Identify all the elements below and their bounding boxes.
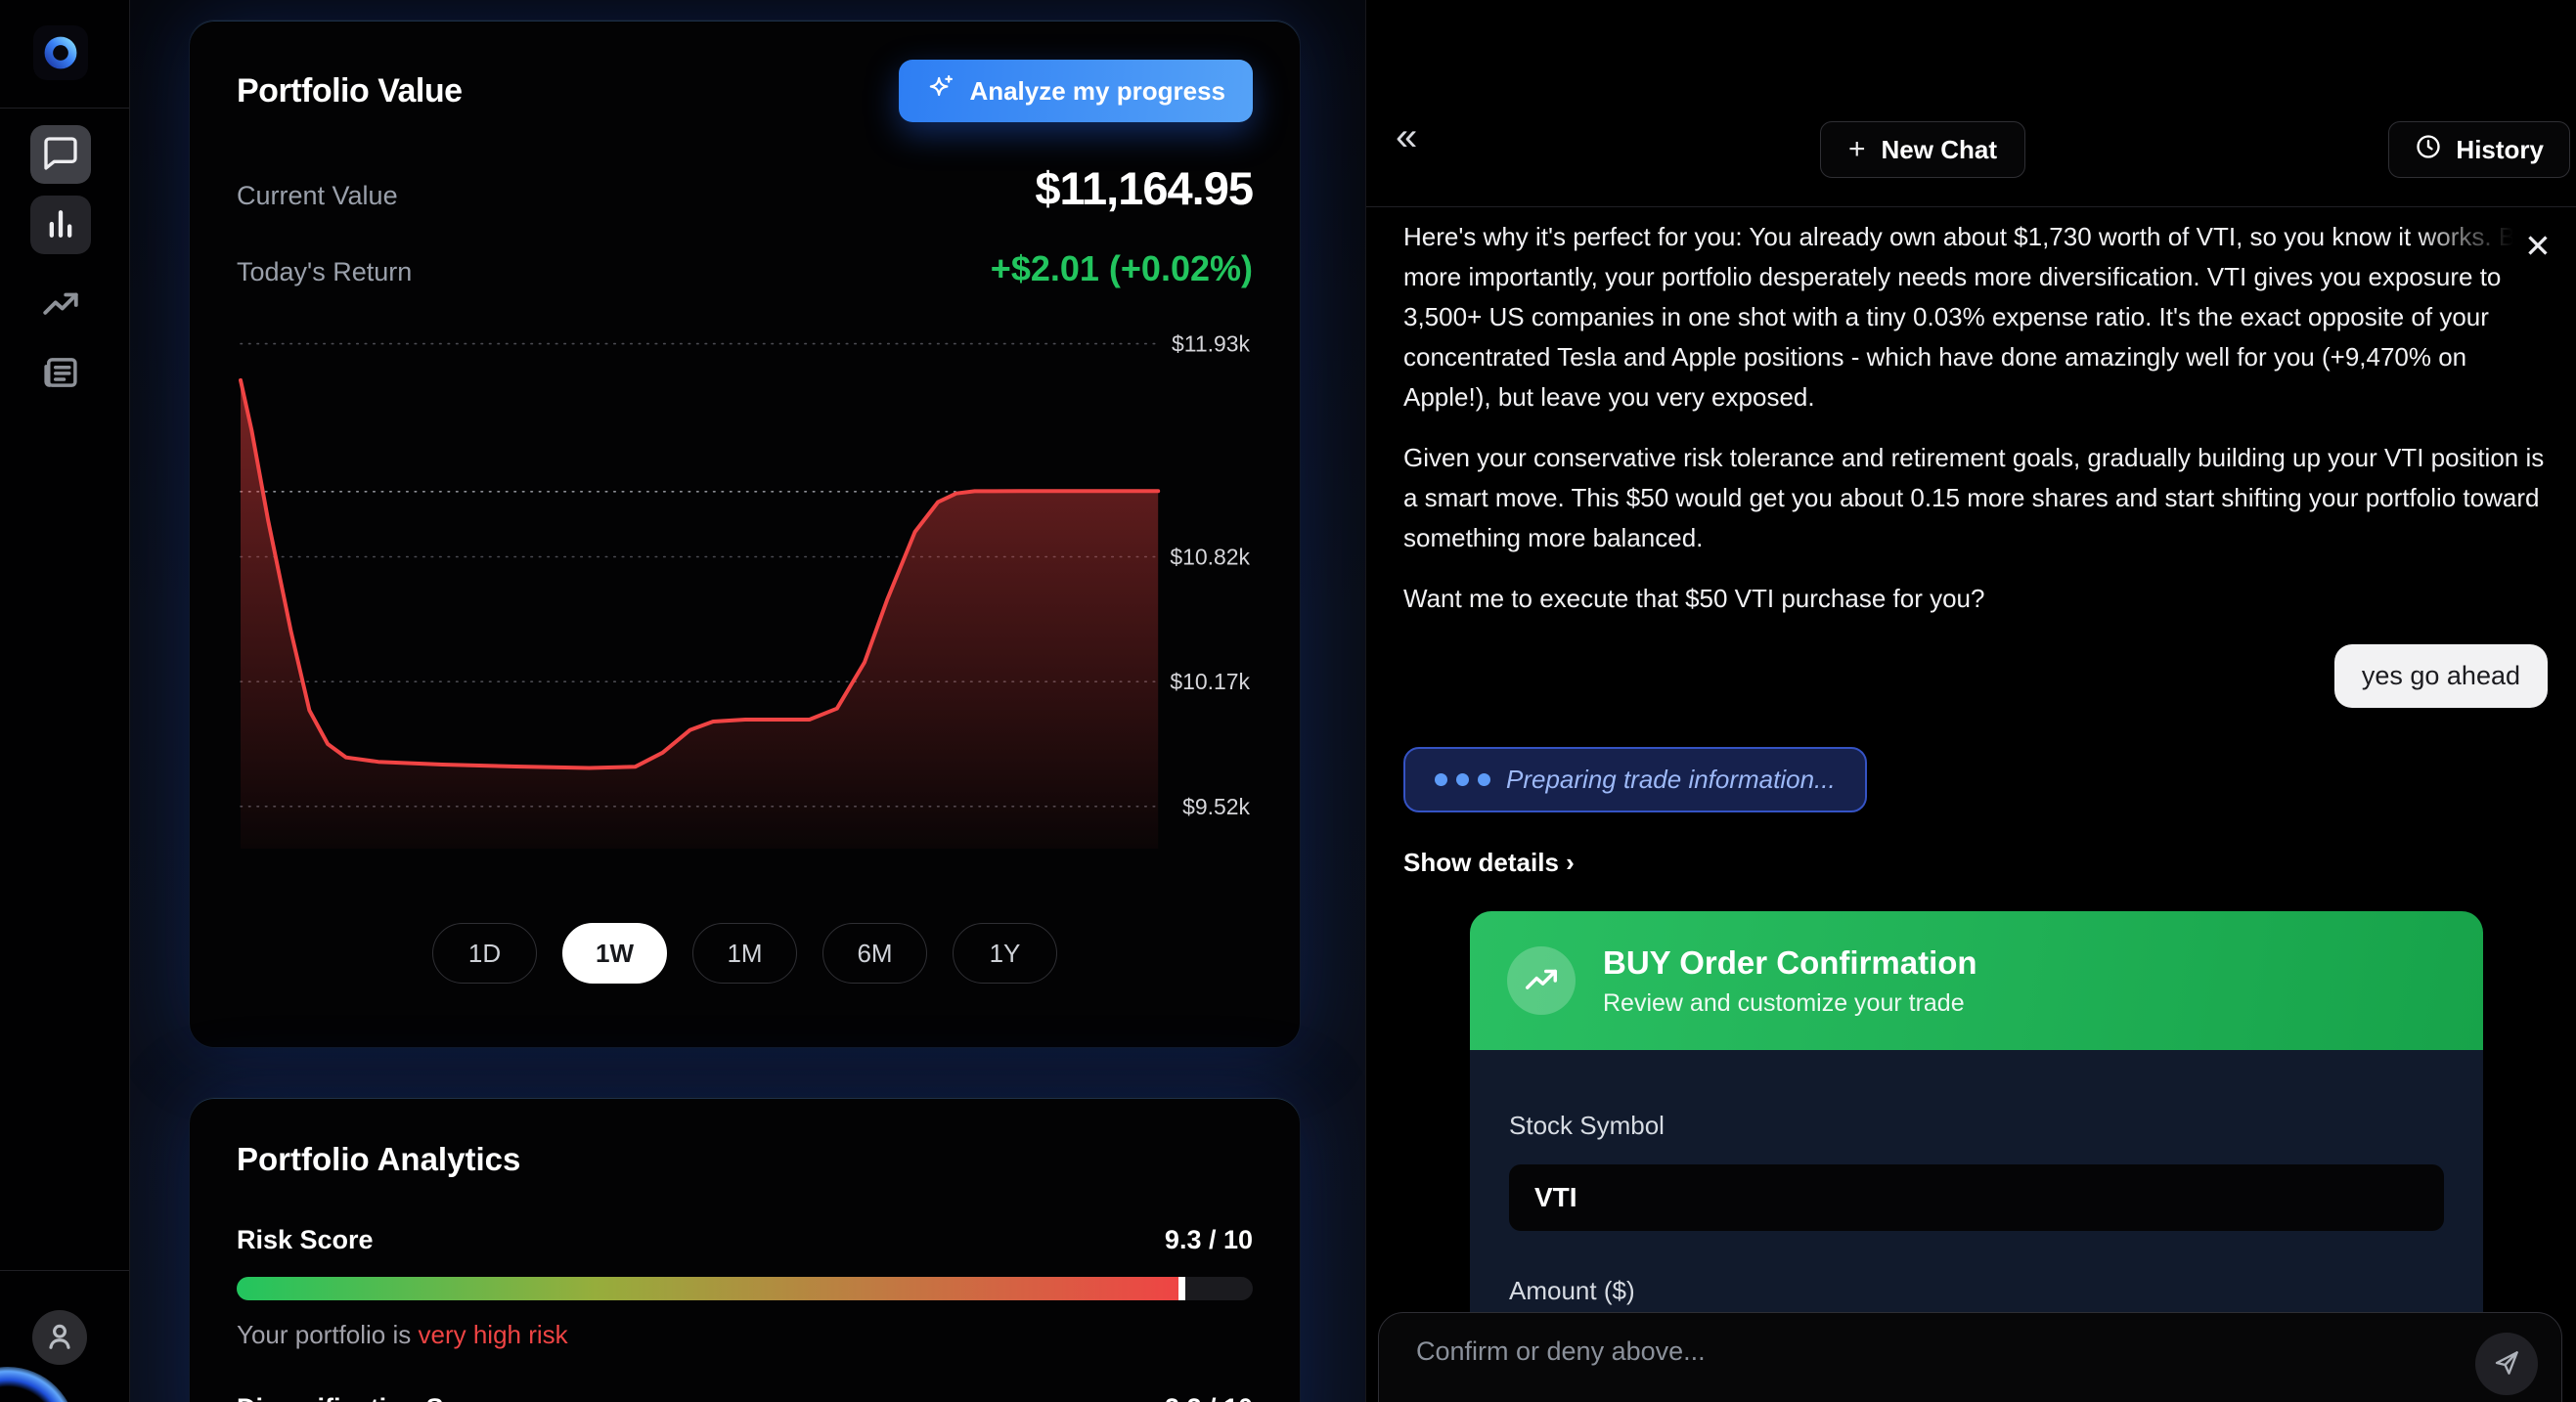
show-details-link[interactable]: Show details › bbox=[1403, 848, 1575, 877]
trending-up-icon bbox=[1507, 946, 1576, 1015]
bar-chart-icon bbox=[41, 204, 80, 246]
clock-icon bbox=[2415, 133, 2442, 167]
analytics-title: Portfolio Analytics bbox=[237, 1141, 521, 1177]
current-value-label: Current Value bbox=[237, 181, 398, 210]
svg-text:$10.82k: $10.82k bbox=[1170, 544, 1250, 569]
range-6m[interactable]: 6M bbox=[822, 923, 927, 984]
assistant-message: Here's why it's perfect for you: You alr… bbox=[1403, 222, 2537, 412]
stock-symbol-label: Stock Symbol bbox=[1509, 1111, 1665, 1140]
user-message-bubble: yes go ahead bbox=[2333, 644, 2548, 708]
range-selector: 1D 1W 1M 6M 1Y bbox=[237, 923, 1253, 984]
risk-score-thumb bbox=[1178, 1277, 1186, 1300]
svg-text:$9.52k: $9.52k bbox=[1182, 794, 1250, 819]
history-label: History bbox=[2456, 134, 2544, 164]
todays-return-value: +$2.01 (+0.02%) bbox=[990, 248, 1253, 288]
portfolio-value-card: Portfolio Value Analyze my progress Curr… bbox=[189, 20, 1301, 1048]
dashboard: Portfolio Value Analyze my progress Curr… bbox=[130, 0, 1365, 1402]
profile-button[interactable] bbox=[32, 1310, 87, 1365]
range-1w[interactable]: 1W bbox=[562, 923, 667, 984]
portfolio-area-chart: $11.93k $10.82k $10.17k $9.52k bbox=[238, 331, 1251, 849]
new-chat-button[interactable]: + New Chat bbox=[1820, 121, 2025, 178]
sidebar-item-analytics[interactable] bbox=[30, 196, 91, 254]
assistant-message: Given your conservative risk tolerance a… bbox=[1403, 443, 2545, 552]
buy-order-header: BUY Order Confirmation Review and custom… bbox=[1470, 911, 2483, 1050]
todays-return-label: Today's Return bbox=[237, 257, 413, 286]
portfolio-value-title: Portfolio Value bbox=[237, 71, 463, 110]
paper-plane-icon bbox=[2492, 1348, 2521, 1380]
typing-dots-icon bbox=[1435, 773, 1490, 786]
plus-icon: + bbox=[1848, 133, 1866, 165]
portfolio-chart: $11.93k $10.82k $10.17k $9.52k bbox=[237, 313, 1253, 860]
send-button[interactable] bbox=[2475, 1333, 2538, 1395]
svg-text:$10.17k: $10.17k bbox=[1170, 669, 1250, 694]
sidebar-divider-top bbox=[0, 108, 129, 109]
chat-panel: « + New Chat History ✕ Here's why it's p… bbox=[1365, 0, 2576, 1402]
current-value: $11,164.95 bbox=[1035, 162, 1254, 214]
risk-score-value: 9.3 / 10 bbox=[1164, 1225, 1253, 1254]
risk-note-highlight: very high risk bbox=[418, 1320, 568, 1349]
amount-label: Amount ($) bbox=[1509, 1276, 1635, 1305]
risk-score-bar bbox=[237, 1277, 1253, 1300]
status-chip-label: Preparing trade information... bbox=[1506, 765, 1836, 794]
sidebar-divider-bottom bbox=[0, 1270, 129, 1271]
analyze-progress-button[interactable]: Analyze my progress bbox=[899, 60, 1253, 122]
chat-header-divider bbox=[1366, 206, 2576, 207]
app-logo[interactable] bbox=[33, 25, 88, 80]
diversification-score-label: Diversification Score bbox=[237, 1393, 500, 1402]
history-button[interactable]: History bbox=[2388, 121, 2570, 178]
portfolio-analytics-card: Portfolio Analytics Risk Score 9.3 / 10 … bbox=[189, 1097, 1301, 1402]
collapse-panel-button[interactable]: « bbox=[1396, 115, 1418, 158]
risk-score-label: Risk Score bbox=[237, 1225, 374, 1254]
buy-order-subtitle: Review and customize your trade bbox=[1603, 988, 1965, 1017]
chat-messages: Here's why it's perfect for you: You alr… bbox=[1403, 217, 2552, 1384]
chat-bubble-icon bbox=[41, 134, 80, 176]
chat-input-bar bbox=[1378, 1312, 2562, 1402]
sidebar-item-news[interactable] bbox=[30, 344, 91, 403]
ring-logo-icon bbox=[44, 36, 77, 69]
status-chip: Preparing trade information... bbox=[1403, 747, 1867, 812]
sidebar bbox=[0, 0, 130, 1402]
user-icon bbox=[42, 1319, 77, 1357]
analyze-progress-label: Analyze my progress bbox=[969, 75, 1225, 106]
sidebar-item-trends[interactable] bbox=[30, 277, 91, 335]
assistant-message: Want me to execute that $50 VTI purchase… bbox=[1403, 584, 1985, 613]
sidebar-item-chat[interactable] bbox=[30, 125, 91, 184]
range-1d[interactable]: 1D bbox=[432, 923, 537, 984]
trending-up-icon bbox=[40, 285, 81, 329]
svg-text:$11.93k: $11.93k bbox=[1172, 331, 1250, 357]
buy-order-title: BUY Order Confirmation bbox=[1603, 943, 1977, 981]
news-icon bbox=[40, 352, 81, 396]
diversification-score-value: 2.2 / 10 bbox=[1165, 1393, 1253, 1402]
risk-note: Your portfolio is very high risk bbox=[237, 1320, 568, 1349]
chat-input[interactable] bbox=[1416, 1336, 2443, 1367]
range-1y[interactable]: 1Y bbox=[953, 923, 1057, 984]
new-chat-label: New Chat bbox=[1881, 134, 1997, 164]
risk-score-fill bbox=[237, 1277, 1182, 1300]
sparkles-icon bbox=[926, 73, 955, 110]
range-1m[interactable]: 1M bbox=[692, 923, 797, 984]
stock-symbol-field[interactable]: VTI bbox=[1509, 1164, 2444, 1231]
close-icon[interactable]: ✕ bbox=[2515, 223, 2560, 268]
